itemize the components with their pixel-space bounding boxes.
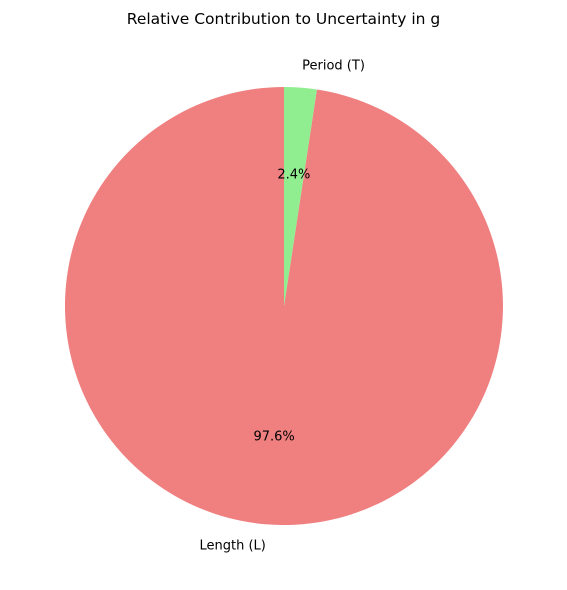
pie-labels: Length (L) 97.6% Period (T) 2.4% <box>199 58 364 553</box>
chart-title: Relative Contribution to Uncertainty in … <box>127 10 440 28</box>
slice-label-0: Length (L) <box>199 539 265 554</box>
pie-slices <box>64 87 503 525</box>
slice-label-1: Period (T) <box>302 58 365 73</box>
slice-pct-label-0: 97.6% <box>253 430 294 445</box>
pie-slice-0 <box>64 87 503 525</box>
slice-pct-label-1: 2.4% <box>277 167 310 182</box>
pie-slice-1 <box>284 87 317 306</box>
